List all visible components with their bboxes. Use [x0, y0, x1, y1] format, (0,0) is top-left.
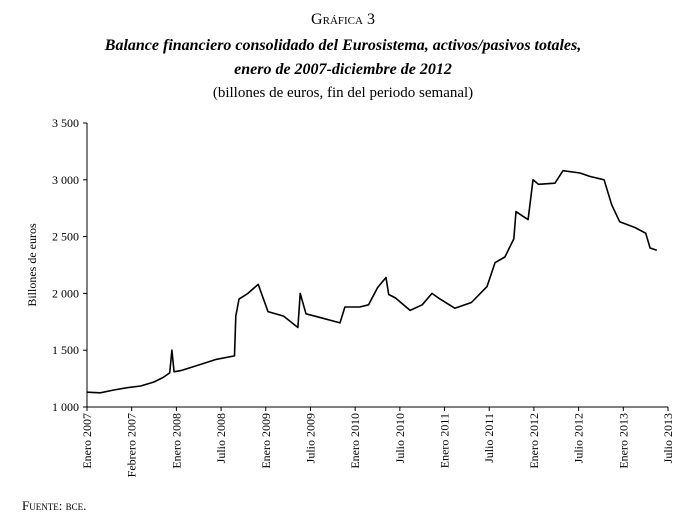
source: Fuente: bce.: [22, 498, 86, 513]
y-tick-label: 1 500: [52, 343, 79, 357]
x-tick-label: Febrero 2007: [125, 413, 139, 477]
x-tick-label: Julio 2010: [393, 413, 407, 463]
x-tick-label: Enero 2007: [80, 413, 94, 469]
x-tick-label: Julio 2008: [214, 413, 228, 463]
x-tick-label: Julio 2012: [572, 413, 586, 463]
y-tick-label: 1 000: [52, 400, 79, 414]
chart-subtitle: (billones de euros, fin del periodo sema…: [213, 85, 473, 101]
x-tick-label: Julio 2013: [661, 413, 675, 463]
x-tick-label: Julio 2009: [303, 413, 317, 463]
x-tick-label: Enero 2009: [259, 413, 273, 469]
y-tick-label: 2 500: [52, 230, 79, 244]
y-tick-label: 2 000: [52, 286, 79, 300]
x-tick-label: Enero 2013: [616, 413, 630, 469]
chart-title: Balance financiero consolidado del Euros…: [104, 37, 581, 54]
figure-label: Gráfica 3: [311, 11, 375, 28]
x-tick-label: Julio 2011: [482, 413, 496, 463]
chart-title-line2: enero de 2007-diciembre de 2012: [234, 61, 452, 78]
y-tick-label: 3 000: [52, 173, 79, 187]
x-tick-label: Enero 2012: [527, 413, 541, 469]
x-tick-label: Enero 2008: [169, 413, 183, 469]
data-line: [86, 169, 658, 394]
x-tick-label: Enero 2011: [438, 413, 452, 468]
y-tick-label: 3 500: [52, 116, 79, 130]
y-axis-label: Billones de euros: [25, 223, 39, 307]
x-tick-label: Enero 2010: [348, 413, 362, 469]
